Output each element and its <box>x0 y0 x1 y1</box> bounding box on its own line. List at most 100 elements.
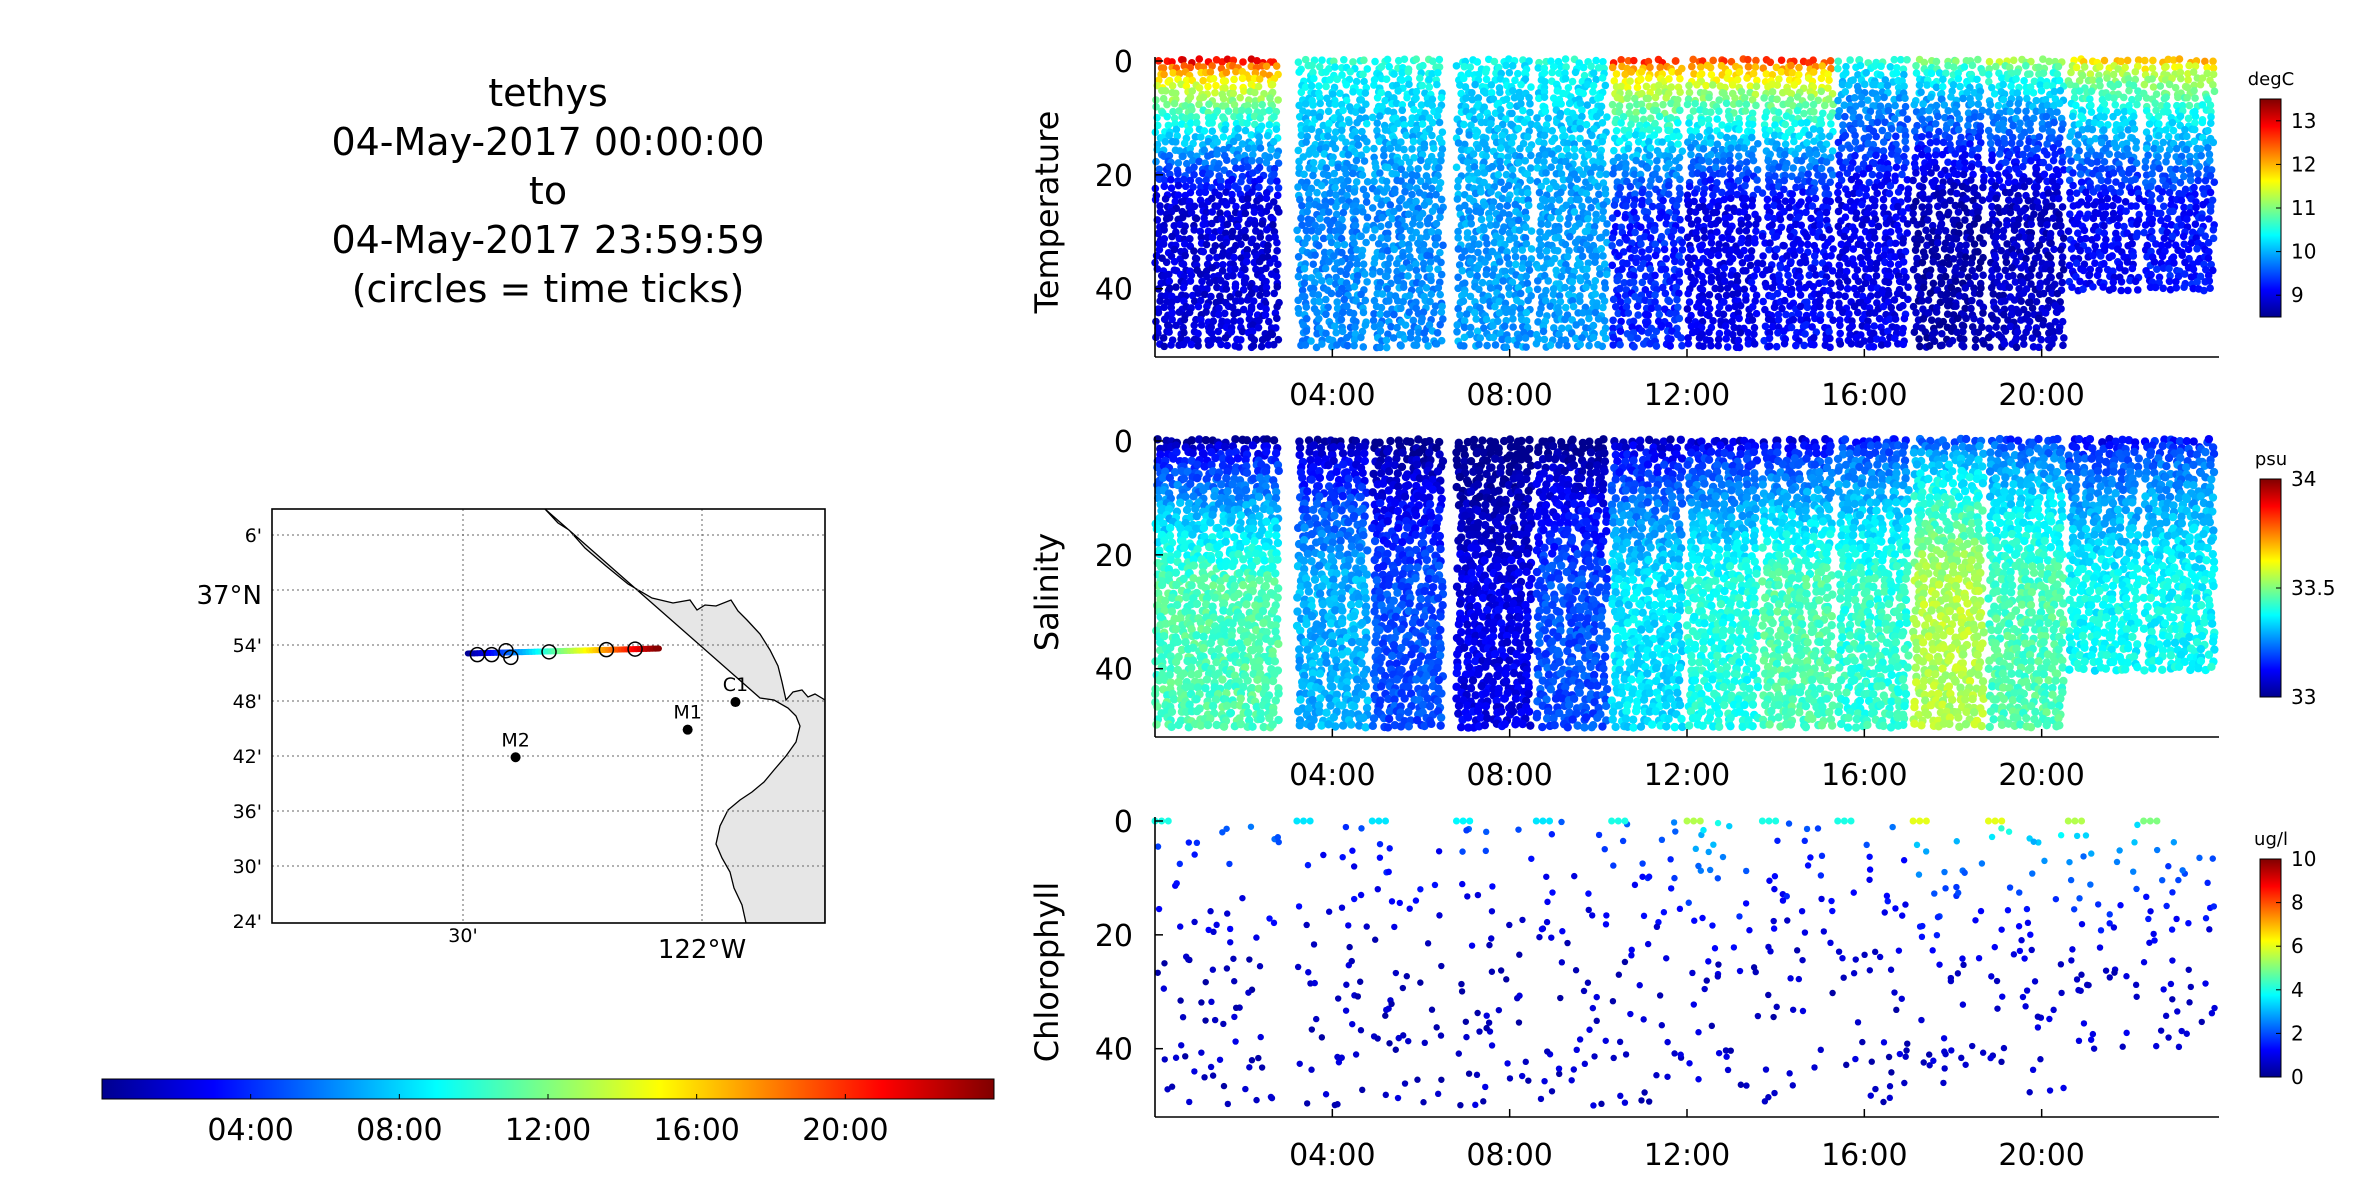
data-point <box>1400 55 1409 64</box>
data-point <box>1239 305 1248 314</box>
data-point <box>1967 176 1975 184</box>
lat-label-42: 42' <box>233 746 262 768</box>
data-point <box>1326 76 1334 84</box>
data-point <box>1963 185 1972 193</box>
data-point <box>1667 232 1676 241</box>
data-point <box>1165 270 1173 279</box>
data-point <box>1626 77 1634 85</box>
data-point <box>1331 144 1340 153</box>
data-point <box>1705 126 1714 135</box>
data-point <box>1740 285 1749 294</box>
data-point <box>1467 220 1476 228</box>
data-point <box>1561 74 1570 83</box>
data-point <box>1243 296 1252 304</box>
data-point <box>1165 284 1174 293</box>
data-point <box>1489 322 1497 330</box>
data-point <box>1349 88 1357 96</box>
data-point <box>1938 150 1947 159</box>
data-point <box>1482 315 1491 324</box>
data-point <box>1185 126 1194 134</box>
data-point <box>1747 253 1755 262</box>
data-point <box>1324 126 1332 134</box>
data-point <box>1654 304 1662 312</box>
data-point <box>1188 156 1197 165</box>
data-point <box>1944 208 1953 217</box>
data-point <box>1247 238 1256 247</box>
data-point <box>1242 257 1251 266</box>
data-point <box>1787 278 1795 286</box>
data-point <box>1927 69 1936 78</box>
data-point <box>1980 177 1988 185</box>
data-point <box>1195 84 1204 92</box>
data-point <box>1677 226 1686 234</box>
data-point <box>1537 220 1546 228</box>
data-point <box>1869 342 1878 351</box>
data-point <box>1250 208 1259 216</box>
data-point <box>1592 112 1601 121</box>
data-point <box>1557 100 1565 108</box>
data-point <box>1266 177 1275 185</box>
data-point <box>1322 310 1330 319</box>
data-point <box>1841 87 1850 96</box>
time-tick-circle <box>483 646 500 663</box>
data-point <box>1495 214 1504 223</box>
data-point <box>1324 208 1333 216</box>
data-point <box>1412 94 1420 102</box>
data-point <box>1208 62 1216 70</box>
data-point <box>1852 214 1860 223</box>
data-point <box>1533 277 1542 285</box>
data-point <box>1941 227 1950 235</box>
data-point <box>1826 56 1835 65</box>
mooring-label: M2 <box>501 729 529 751</box>
data-point <box>1228 190 1236 199</box>
data-point <box>1241 233 1250 242</box>
data-point <box>1295 113 1304 121</box>
data-point <box>1270 74 1279 83</box>
data-point <box>1498 227 1507 236</box>
data-point <box>1934 112 1942 121</box>
data-point <box>1370 144 1378 153</box>
data-point <box>1705 93 1713 102</box>
data-point <box>1758 270 1767 279</box>
data-point <box>1251 220 1259 229</box>
data-point <box>1190 297 1199 306</box>
data-point <box>1653 157 1661 165</box>
data-point <box>1237 297 1245 305</box>
data-point <box>1875 171 1884 180</box>
data-point <box>1620 153 1629 161</box>
data-point <box>1420 143 1429 152</box>
data-point <box>1801 330 1809 338</box>
data-point <box>1168 292 1176 301</box>
data-point <box>1491 341 1500 349</box>
data-point <box>1331 63 1339 71</box>
data-point <box>1527 83 1535 91</box>
data-point <box>1978 196 1987 204</box>
data-point <box>1308 61 1316 70</box>
data-point <box>1704 214 1713 222</box>
data-point <box>1273 247 1281 255</box>
data-point <box>1192 118 1201 127</box>
data-point <box>1687 163 1696 172</box>
data-point <box>1454 183 1462 191</box>
data-point <box>1195 100 1203 109</box>
data-point <box>1509 323 1517 331</box>
data-point <box>1609 169 1617 178</box>
data-point <box>1912 61 1920 70</box>
data-point <box>1353 118 1361 127</box>
data-point <box>1890 296 1899 304</box>
data-point <box>1514 124 1523 133</box>
data-point <box>1264 317 1273 326</box>
data-point <box>1910 100 1919 109</box>
data-point <box>1839 121 1847 129</box>
data-point <box>1870 234 1879 242</box>
data-point <box>1617 119 1625 127</box>
data-point <box>1598 74 1607 82</box>
time-tick-circle <box>598 641 615 658</box>
data-point <box>1202 308 1210 316</box>
data-point <box>1273 151 1281 160</box>
data-point <box>1216 209 1224 217</box>
data-point <box>1405 245 1413 254</box>
data-point <box>1678 341 1686 350</box>
data-point <box>1879 302 1888 311</box>
data-point <box>1222 188 1230 196</box>
